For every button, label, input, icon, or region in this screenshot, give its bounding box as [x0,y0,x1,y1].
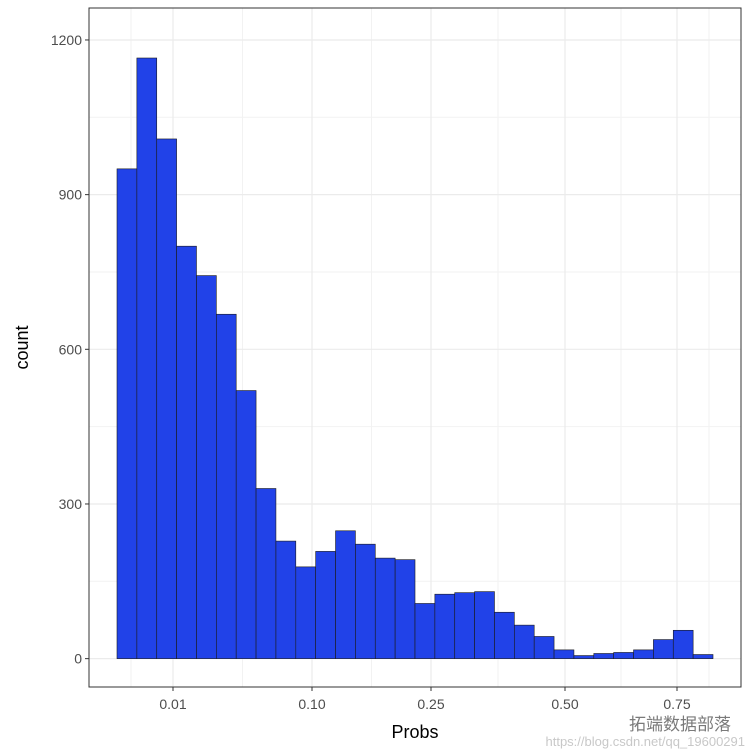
histogram-bar [653,639,674,659]
y-axis-title: count [12,325,32,369]
y-tick-label: 600 [59,341,83,357]
histogram-bar [156,138,177,659]
histogram-bar [692,654,714,659]
x-tick-label: 0.25 [417,696,444,712]
y-tick-label: 0 [74,651,82,667]
histogram-bar [514,624,535,659]
y-tick-label: 900 [59,187,83,203]
x-tick-label: 0.01 [159,696,186,712]
histogram-bar [116,168,138,659]
watermark-url: https://blog.csdn.net/qq_19600291 [545,734,746,749]
histogram-bar [355,543,376,659]
histogram-bar [454,592,475,659]
histogram-bar [255,488,277,659]
y-tick-label: 300 [59,496,83,512]
histogram-bar [494,611,515,659]
x-tick-label: 0.10 [298,696,325,712]
histogram-bar [394,559,416,659]
histogram-bar [633,649,654,659]
histogram-bar [315,551,336,659]
x-tick-label: 0.50 [551,696,578,712]
watermark-text: 拓端数据部落 [629,715,731,734]
histogram-bars [116,57,714,659]
x-axis-ticks: 0.01 0.10 0.25 0.50 0.75 [159,687,691,712]
histogram-bar [434,593,456,659]
histogram-bar [553,649,575,659]
histogram-bar [295,566,316,659]
histogram-bar [216,313,237,659]
histogram-bar [672,629,694,659]
plot-panel-border [88,7,742,688]
histogram-bar [414,603,436,659]
histogram-bar [374,557,396,659]
histogram-bar [474,591,495,659]
histogram-bar [613,652,634,659]
x-tick-label: 0.75 [663,696,690,712]
histogram-bar [533,636,555,659]
x-axis-title: Probs [391,722,438,742]
histogram-bar [335,530,356,659]
y-axis-ticks: 0 300 600 900 1200 [51,32,89,667]
histogram-bar [196,275,217,659]
histogram-bar [235,390,257,659]
histogram-bar [275,540,297,659]
histogram-bar [593,653,614,659]
histogram-bar [573,655,595,659]
histogram-bar [136,57,158,659]
histogram-bar [176,245,197,659]
y-tick-label: 1200 [51,32,82,48]
